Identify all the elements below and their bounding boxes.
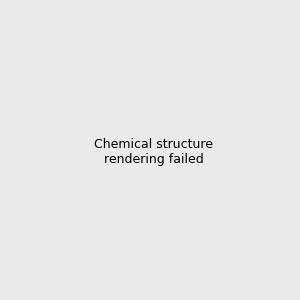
Text: Chemical structure
rendering failed: Chemical structure rendering failed xyxy=(94,137,213,166)
